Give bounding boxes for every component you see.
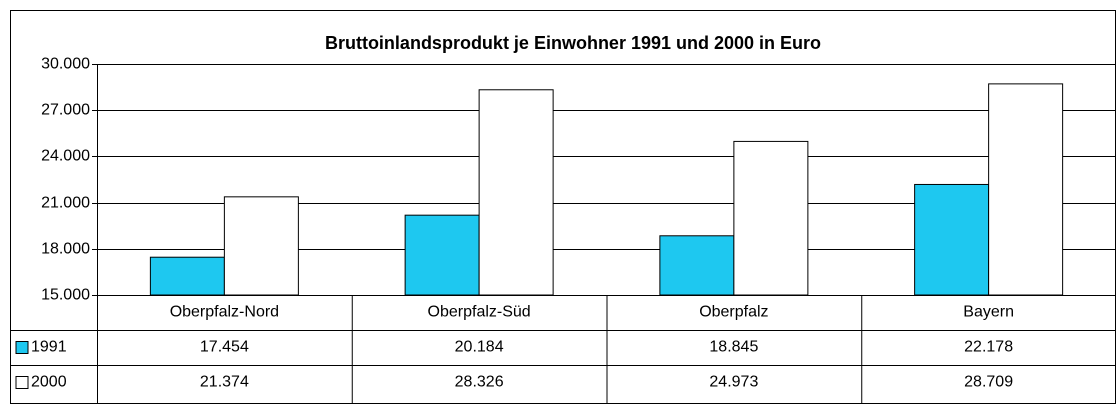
bar [149,256,225,296]
table-value: 24.973 [709,374,758,391]
table-value: 28.709 [964,374,1013,391]
bar [914,183,990,296]
table-value: 17.454 [200,339,249,356]
x-tick-label: Oberpfalz-Nord [170,304,279,321]
legend-swatch [15,341,29,354]
y-tick-label: 27.000 [41,102,90,119]
chart-title: Bruttoinlandsprodukt je Einwohner 1991 u… [325,33,821,53]
bar [478,89,554,296]
x-tick-label: Oberpfalz-Süd [428,304,531,321]
x-tick-label: Bayern [963,304,1014,321]
bar [988,83,1064,296]
bar [404,214,480,296]
table-value: 20.184 [455,339,504,356]
table-value: 21.374 [200,374,249,391]
table-value: 28.326 [455,374,504,391]
legend-swatch [15,376,29,389]
y-tick-label: 24.000 [41,148,90,165]
legend-label: 1991 [31,339,67,356]
y-tick-label: 30.000 [41,56,90,73]
bar [659,235,735,296]
table-value: 18.845 [709,339,758,356]
y-tick-label: 18.000 [41,241,90,258]
table-value: 22.178 [964,339,1013,356]
legend-label: 2000 [31,374,67,391]
bar [733,140,809,296]
bar [223,196,299,296]
y-tick-label: 15.000 [41,287,90,304]
x-tick-label: Oberpfalz [699,304,768,321]
y-tick-label: 21.000 [41,195,90,212]
